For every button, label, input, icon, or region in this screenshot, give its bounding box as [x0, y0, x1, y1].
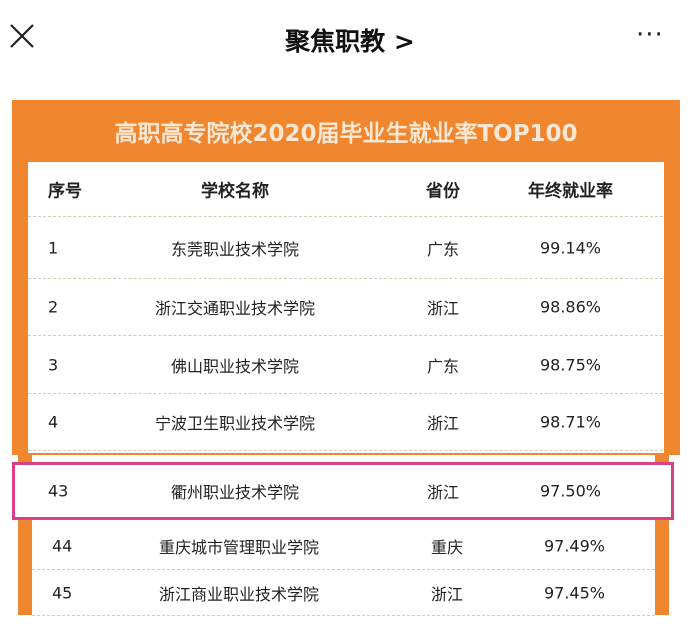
highlighted-row: 43 衢州职业技术学院 浙江 97.50%	[28, 465, 663, 517]
school-name: 宁波卫生职业技术学院	[154, 414, 315, 433]
rate: 98.75%	[539, 355, 601, 374]
province: 浙江	[430, 584, 463, 604]
school-name: 重庆城市管理职业学院	[158, 538, 319, 557]
school-name: 佛山职业技术学院	[170, 356, 299, 376]
rate: 97.50%	[539, 481, 601, 501]
province: 浙江	[426, 483, 459, 502]
rate: 99.14%	[539, 238, 601, 258]
table-header: 序号 学校名称 省份 年终就业率	[28, 162, 663, 217]
rank: 44	[52, 536, 73, 556]
school-name: 浙江交通职业技术学院	[154, 299, 315, 318]
table-row: 2 浙江交通职业技术学院 浙江 98.86%	[28, 279, 663, 336]
page-title[interactable]: 聚焦职教 >	[285, 27, 415, 56]
rate: 97.45%	[543, 583, 605, 602]
close-icon[interactable]	[8, 22, 36, 50]
rank: 45	[52, 583, 73, 602]
table-row: 4 宁波卫生职业技术学院 浙江 98.71%	[28, 394, 663, 451]
school-name: 东莞职业技术学院	[170, 240, 299, 259]
highlighted-row-border	[12, 462, 674, 520]
table-row: 44 重庆城市管理职业学院 重庆 97.49%	[32, 523, 655, 570]
rank: 3	[48, 355, 59, 374]
rank: 2	[48, 297, 59, 317]
header-rank: 序号	[48, 181, 82, 202]
table-row: 1 东莞职业技术学院 广东 99.14%	[28, 218, 663, 279]
school-name: 衢州职业技术学院	[170, 483, 299, 502]
top-bar: 聚焦职教 > ···	[0, 0, 700, 76]
province: 浙江	[426, 414, 459, 433]
header-rate: 年终就业率	[528, 181, 613, 202]
rate: 98.71%	[539, 412, 601, 432]
rank: 4	[48, 412, 59, 432]
more-icon[interactable]: ···	[636, 20, 664, 50]
province: 广东	[426, 356, 459, 376]
school-name: 浙江商业职业技术学院	[158, 584, 319, 604]
header-province: 省份	[426, 181, 460, 202]
province: 广东	[426, 240, 459, 259]
rate: 98.86%	[539, 297, 601, 317]
ranking-table-frame: 高职高专院校2020届毕业生就业率TOP100	[12, 100, 680, 455]
table-body	[28, 162, 664, 453]
header-name: 学校名称	[201, 181, 269, 202]
province: 浙江	[426, 299, 459, 318]
province: 重庆	[430, 538, 463, 557]
rank: 1	[48, 238, 59, 258]
rank: 43	[48, 481, 69, 501]
table-title: 高职高专院校2020届毕业生就业率TOP100	[114, 121, 578, 147]
rate: 97.49%	[543, 536, 605, 556]
table-row: 3 佛山职业技术学院 广东 98.75%	[28, 336, 663, 394]
table-row: 45 浙江商业职业技术学院 浙江 97.45%	[32, 570, 655, 616]
